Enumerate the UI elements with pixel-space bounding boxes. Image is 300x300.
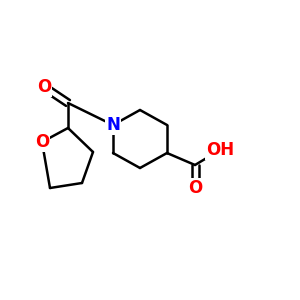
Text: O: O (188, 179, 202, 197)
Text: O: O (35, 133, 49, 151)
Text: OH: OH (206, 141, 234, 159)
Text: N: N (106, 116, 120, 134)
Text: O: O (37, 78, 51, 96)
